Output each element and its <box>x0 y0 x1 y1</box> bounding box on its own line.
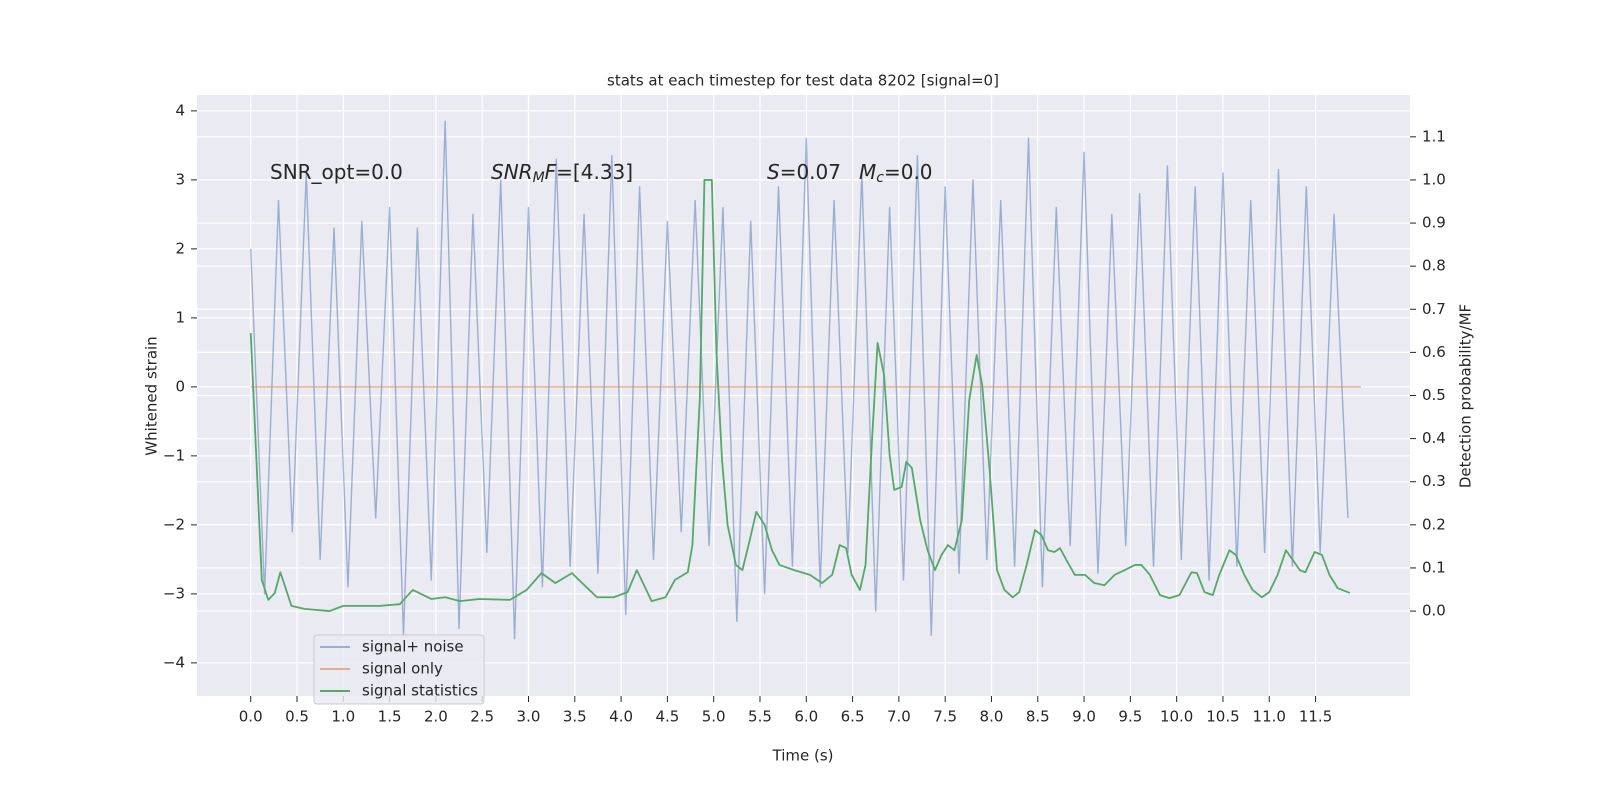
annotation-part: c <box>876 170 884 186</box>
y-tick-label: −1 <box>163 446 185 464</box>
legend-label: signal+ noise <box>362 638 464 656</box>
y2-tick-label: 1.1 <box>1422 127 1446 145</box>
chart-title: stats at each timestep for test data 820… <box>607 72 999 90</box>
y2-tick-label: 1.0 <box>1422 170 1446 188</box>
x-tick-label: 7.5 <box>933 708 957 726</box>
x-tick-label: 11.0 <box>1253 708 1286 726</box>
y-tick-label: −3 <box>163 584 185 602</box>
annotation-part: =[4.33] <box>556 160 633 184</box>
legend-label: signal only <box>362 660 443 678</box>
annotation-part: S <box>767 160 780 184</box>
x-tick-label: 3.0 <box>517 708 541 726</box>
y-tick-label: 0 <box>175 377 185 395</box>
annotation: Mc=0.0 <box>859 160 933 187</box>
y2-tick-label: 0.3 <box>1422 472 1446 490</box>
y2-tick-label: 0.4 <box>1422 429 1446 447</box>
y2-tick-label: 0.2 <box>1422 515 1446 533</box>
x-tick-label: 1.0 <box>331 708 355 726</box>
x-tick-label: 0.5 <box>285 708 309 726</box>
y-tick-label: −4 <box>163 653 185 671</box>
x-tick-label: 3.5 <box>563 708 587 726</box>
y2-tick-label: 0.7 <box>1422 300 1446 318</box>
legend-label: signal statistics <box>362 682 478 700</box>
annotation-part: M <box>533 170 545 186</box>
x-tick-label: 2.0 <box>424 708 448 726</box>
x-tick-label: 5.0 <box>702 708 726 726</box>
x-tick-label: 9.5 <box>1118 708 1142 726</box>
series-line <box>250 120 1349 640</box>
y-tick-label: 4 <box>175 101 185 119</box>
y-tick-label: −2 <box>163 515 185 533</box>
y-tick-label: 1 <box>175 308 185 326</box>
annotation-part: SNR_opt=0.0 <box>270 160 403 184</box>
y2-tick-label: 0.0 <box>1422 602 1446 620</box>
x-tick-label: 4.5 <box>655 708 679 726</box>
series-line <box>249 179 1351 612</box>
x-tick-label: 1.5 <box>378 708 402 726</box>
annotation-part: F <box>545 160 557 184</box>
x-tick-label: 5.5 <box>748 708 772 726</box>
y2-axis-label: Detection probability/MF <box>1457 304 1475 488</box>
x-tick-label: 4.0 <box>609 708 633 726</box>
y-axis-label: Whitened strain <box>143 336 161 455</box>
x-tick-label: 8.5 <box>1026 708 1050 726</box>
y2-tick-label: 0.5 <box>1422 386 1446 404</box>
x-axis-label: Time (s) <box>772 747 834 765</box>
x-tick-label: 0.0 <box>239 708 263 726</box>
annotation-part: M <box>859 160 876 184</box>
x-tick-label: 8.0 <box>980 708 1004 726</box>
x-tick-label: 6.5 <box>841 708 865 726</box>
y-tick-label: 2 <box>175 239 185 257</box>
legend-box <box>313 634 485 705</box>
y2-tick-label: 0.8 <box>1422 257 1446 275</box>
annotation-part: SNR <box>491 160 533 184</box>
x-tick-label: 7.0 <box>887 708 911 726</box>
annotation: S=0.07 <box>767 160 841 184</box>
annotation: SNRMF=[4.33] <box>491 160 633 187</box>
x-tick-label: 9.0 <box>1072 708 1096 726</box>
x-tick-label: 11.5 <box>1299 708 1332 726</box>
y-tick-label: 3 <box>175 170 185 188</box>
y2-tick-label: 0.6 <box>1422 343 1446 361</box>
annotation-part: =0.0 <box>884 160 933 184</box>
y2-tick-label: 0.9 <box>1422 214 1446 232</box>
annotation-part: =0.07 <box>780 160 841 184</box>
x-tick-label: 2.5 <box>470 708 494 726</box>
x-tick-label: 6.0 <box>794 708 818 726</box>
y2-tick-label: 0.1 <box>1422 558 1446 576</box>
annotation: SNR_opt=0.0 <box>270 160 403 184</box>
x-tick-label: 10.5 <box>1206 708 1239 726</box>
x-tick-label: 10.0 <box>1160 708 1193 726</box>
